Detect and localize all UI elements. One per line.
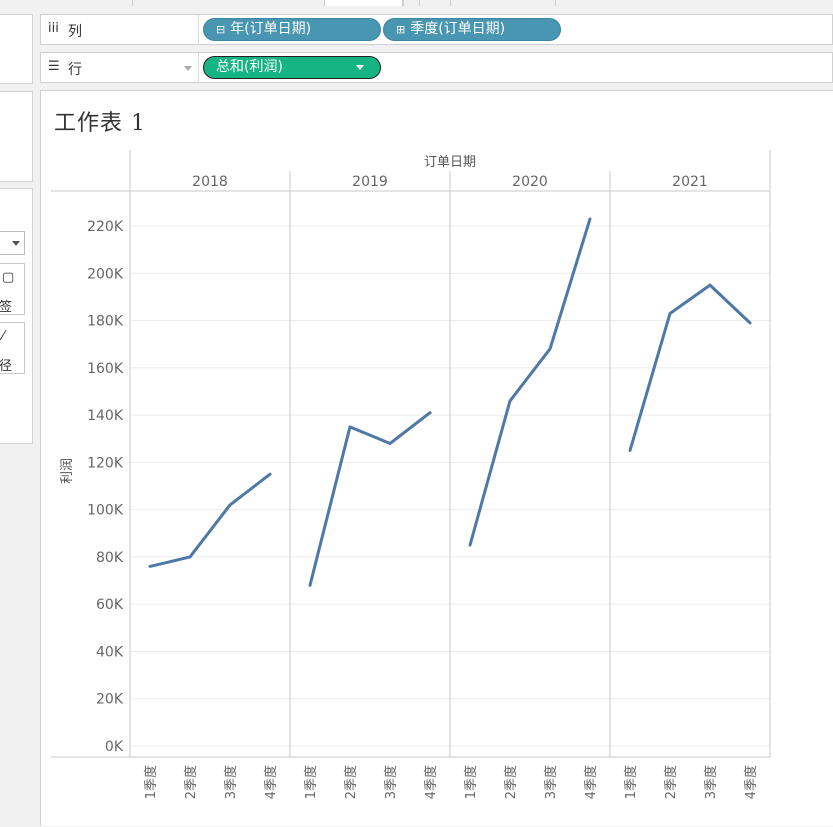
pages-card: [0, 14, 33, 84]
series-line-2020[interactable]: [468, 217, 592, 547]
toolbar-segment: [450, 0, 556, 6]
marks-label-text: 签: [0, 300, 13, 315]
pill-year-order-date[interactable]: ⊟ 年(订单日期): [203, 18, 381, 41]
toolbar-segment: [132, 0, 326, 6]
columns-shelf-label: iii 列: [41, 15, 199, 44]
marks-path-button[interactable]: ⁄ 径: [0, 322, 25, 374]
y-tick-label: 100K: [87, 503, 124, 519]
columns-shelf-title: 列: [68, 24, 82, 40]
quarter-tick-label: 2季度: [663, 765, 679, 799]
year-header-2021[interactable]: 2021: [672, 174, 708, 190]
filters-card: [0, 91, 33, 182]
pill-year-text: 年(订单日期): [230, 21, 312, 37]
toolbar-segment[interactable]: [324, 0, 404, 6]
marks-path-text: 径: [0, 359, 13, 374]
toolbar-segment[interactable]: [402, 0, 420, 6]
column-field-header: 订单日期: [424, 155, 476, 170]
y-tick-label: 120K: [87, 455, 124, 471]
mark-type-dropdown[interactable]: [0, 231, 25, 255]
quarter-tick-label: 1季度: [303, 765, 319, 799]
top-toolbar-strip: [0, 0, 833, 8]
quarter-tick-label: 4季度: [263, 765, 279, 799]
quarter-tick-label: 3季度: [543, 765, 559, 799]
y-tick-label: 140K: [87, 408, 124, 424]
rows-icon: ☰: [48, 59, 60, 74]
y-tick-label: 220K: [87, 219, 124, 235]
rows-shelf-label: ☰ 行: [41, 53, 199, 82]
pill-quarter-text: 季度(订单日期): [410, 21, 506, 37]
series-line-2019[interactable]: [308, 411, 432, 587]
rows-shelf[interactable]: ☰ 行 总和(利润): [40, 52, 833, 83]
chevron-down-icon[interactable]: [184, 66, 192, 71]
collapse-icon[interactable]: ⊟: [216, 23, 226, 36]
expand-icon[interactable]: ⊞: [396, 23, 406, 36]
y-tick-label: 160K: [87, 361, 124, 377]
quarter-tick-label: 4季度: [583, 765, 599, 799]
quarter-tick-label: 2季度: [343, 765, 359, 799]
quarter-tick-label: 4季度: [423, 765, 439, 799]
pill-sum-profit-text: 总和(利润): [216, 59, 283, 75]
quarter-tick-label: 2季度: [183, 765, 199, 799]
y-tick-label: 60K: [96, 597, 124, 613]
sheet-title: 工作表 1: [54, 111, 146, 136]
y-axis-title: 利润: [60, 458, 75, 484]
left-side-panel: ▢ 签 ⁄ 径: [0, 0, 34, 826]
marks-card: [0, 188, 33, 444]
y-tick-label: 200K: [87, 266, 124, 282]
label-icon: ▢: [2, 270, 15, 285]
series-line-2018[interactable]: [148, 472, 272, 568]
worksheet-view: 工作表 1 订单日期 2018 2019 2020 2021 0K 20K 40K 60K 80K…: [40, 90, 833, 826]
y-tick-label: 20K: [96, 692, 124, 708]
quarter-tick-label: 1季度: [143, 765, 159, 799]
year-header-2018[interactable]: 2018: [192, 174, 228, 190]
series-line-2021[interactable]: [628, 283, 752, 452]
chevron-down-icon: [12, 241, 20, 246]
y-tick-label: 180K: [87, 314, 124, 330]
year-header-2020[interactable]: 2020: [512, 174, 548, 190]
quarter-tick-label: 3季度: [383, 765, 399, 799]
quarter-tick-label: 4季度: [743, 765, 759, 799]
quarter-tick-label: 3季度: [703, 765, 719, 799]
path-icon: ⁄: [2, 329, 5, 344]
chevron-down-icon[interactable]: [356, 65, 364, 70]
y-tick-label: 80K: [96, 550, 124, 566]
pill-sum-profit[interactable]: 总和(利润): [203, 56, 381, 79]
quarter-tick-label: 2季度: [503, 765, 519, 799]
year-header-2019[interactable]: 2019: [352, 174, 388, 190]
quarter-tick-label: 3季度: [223, 765, 239, 799]
marks-label-button[interactable]: ▢ 签: [0, 263, 25, 315]
y-tick-label: 40K: [96, 644, 124, 660]
rows-shelf-title: 行: [68, 62, 82, 78]
quarter-tick-label: 1季度: [463, 765, 479, 799]
columns-icon: iii: [48, 21, 59, 36]
quarter-tick-label: 1季度: [623, 765, 639, 799]
y-tick-label: 0K: [105, 739, 124, 755]
line-chart: 订单日期 2018 2019 2020 2021 0K 20K 40K 60K 80K 100K 12…: [51, 150, 771, 799]
pill-quarter-order-date[interactable]: ⊞ 季度(订单日期): [383, 18, 561, 41]
columns-shelf[interactable]: iii 列 ⊟ 年(订单日期) ⊞ 季度(订单日期): [40, 14, 833, 45]
